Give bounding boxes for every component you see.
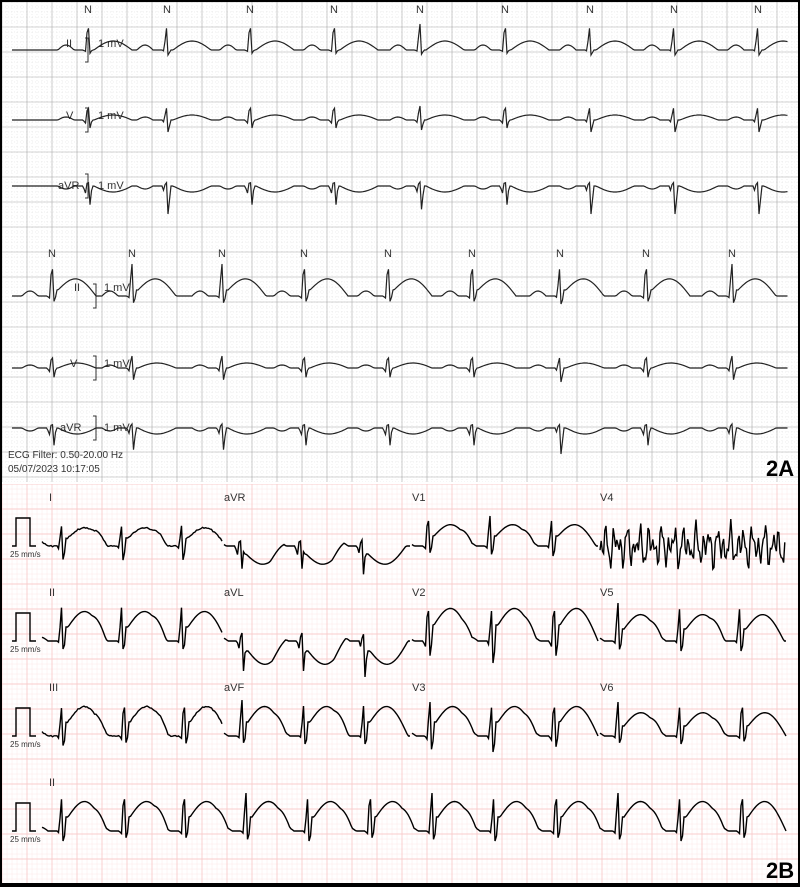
panel-label-2b: 2B bbox=[766, 858, 794, 884]
ecg-panel-2a: II1 mVNNNNNNNNNV1 mVaVR1 mVII1 mVNNNNNNN… bbox=[2, 2, 798, 482]
ecg-panel-2b: 25 mm/sIaVRV1V425 mm/sIIaVLV2V525 mm/sII… bbox=[2, 484, 798, 883]
ecg-footer-text: ECG Filter: 0.50-20.00 Hz bbox=[8, 450, 123, 461]
ecg-footer-text: 05/07/2023 10:17:05 bbox=[8, 464, 100, 475]
panel-label-2a: 2A bbox=[766, 456, 794, 482]
